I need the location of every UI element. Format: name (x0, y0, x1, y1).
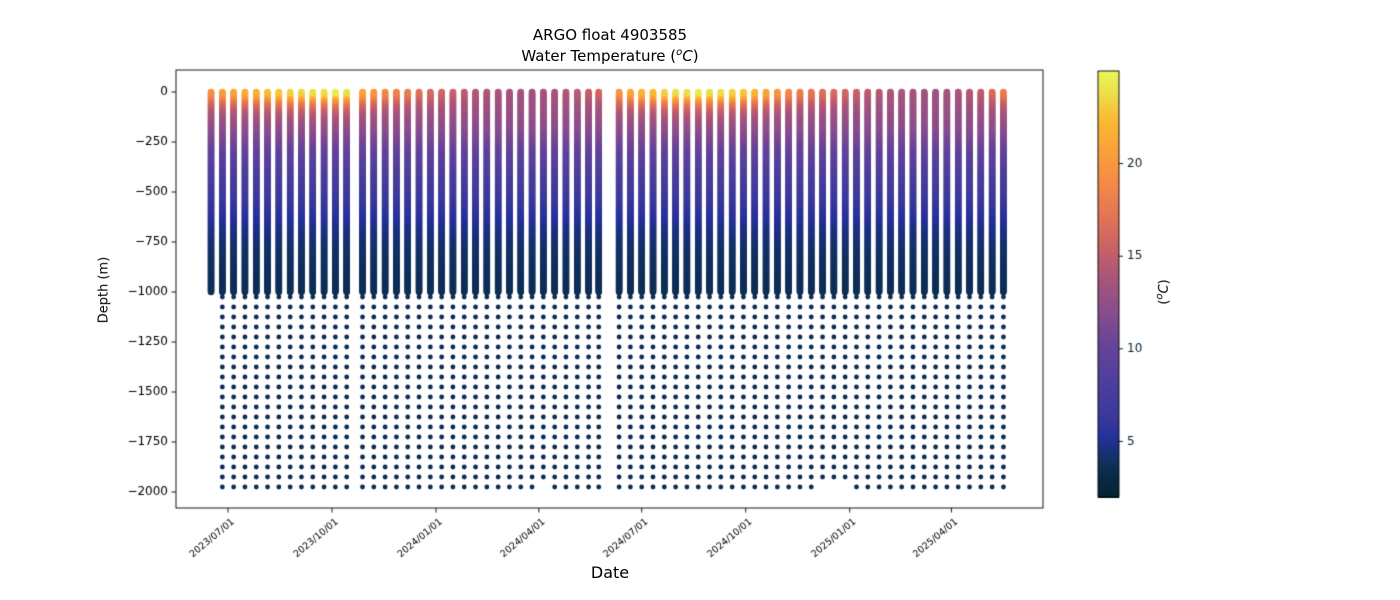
chart-subtitle: Water Temperature (oC) (521, 47, 698, 65)
subtitle-degree-sup: o (676, 47, 683, 58)
colorbar-label: (oC) (1154, 279, 1171, 304)
colorbar-label-unit: C (1156, 284, 1172, 294)
subtitle-close-paren: ) (692, 47, 699, 65)
colorbar-label-close-paren: ) (1156, 279, 1172, 285)
subtitle-unit: C (682, 47, 693, 65)
colorbar-label-degree-sup: o (1154, 293, 1166, 300)
x-axis-label: Date (590, 563, 630, 582)
y-axis-label: Depth (m) (96, 256, 112, 324)
subtitle-text: Water Temperature ( (521, 47, 677, 65)
chart-title: ARGO float 4903585 (532, 26, 688, 44)
colorbar-label-open-paren: ( (1156, 299, 1172, 305)
